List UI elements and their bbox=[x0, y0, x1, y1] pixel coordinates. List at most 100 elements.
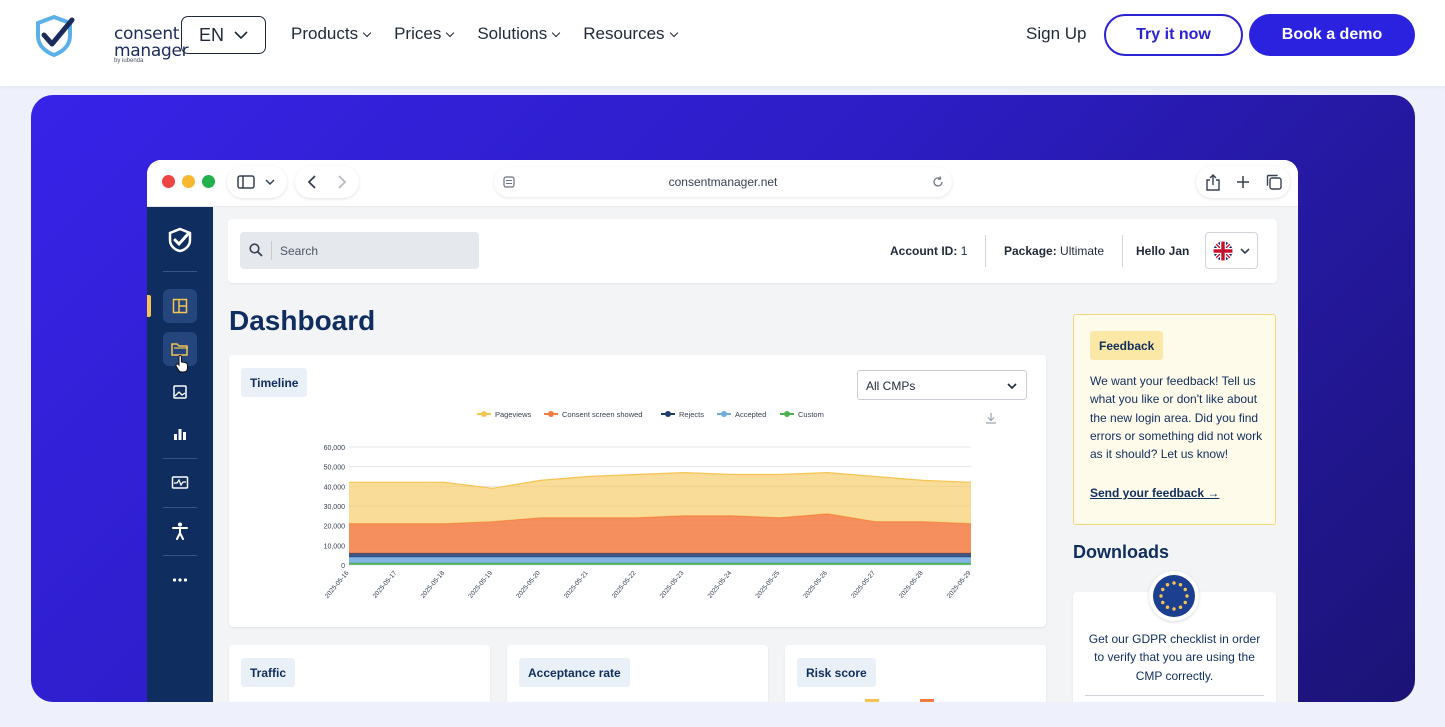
sidebar-item-media[interactable] bbox=[163, 375, 197, 409]
nav-label: Products bbox=[291, 24, 359, 43]
x-tick-label: 2025-05-23 bbox=[659, 569, 686, 599]
sidebar-item-more[interactable] bbox=[163, 563, 197, 597]
y-tick-label: 30,000 bbox=[324, 504, 346, 511]
browser-window-mockup: consentmanager.net bbox=[147, 160, 1298, 702]
search-icon bbox=[249, 243, 263, 257]
address-bar[interactable]: consentmanager.net bbox=[494, 167, 952, 197]
sidebar-item-monitoring[interactable] bbox=[163, 466, 197, 500]
try-it-now-button[interactable]: Try it now bbox=[1104, 14, 1243, 56]
consentmanager-logo[interactable]: consent manager by iubenda bbox=[32, 12, 189, 64]
hero-section: consentmanager.net bbox=[31, 95, 1415, 702]
sidebar-item-dashboard[interactable] bbox=[163, 289, 197, 323]
legend-label: Rejects bbox=[679, 410, 704, 419]
language-label: EN bbox=[198, 24, 224, 45]
y-tick-label: 10,000 bbox=[324, 543, 346, 550]
acceptance-rate-card: Acceptance rate bbox=[507, 645, 768, 702]
cmp-select[interactable]: All CMPs bbox=[857, 370, 1027, 400]
history-nav bbox=[295, 166, 359, 198]
acceptance-rate-label: Acceptance rate bbox=[519, 658, 630, 687]
timeline-card: Timeline All CMPs 0 10,000 20,000 30,000 40,… bbox=[229, 355, 1046, 627]
chevron-down-icon bbox=[234, 31, 248, 39]
feedback-label: Feedback bbox=[1090, 331, 1164, 360]
reload-icon[interactable] bbox=[932, 176, 944, 188]
eu-stars-icon bbox=[1153, 575, 1195, 617]
x-tick-label: 2025-05-20 bbox=[515, 569, 542, 599]
x-tick-label: 2025-05-25 bbox=[754, 569, 781, 599]
eu-star bbox=[1178, 583, 1183, 587]
book-demo-button[interactable]: Book a demo bbox=[1249, 14, 1415, 56]
area-accepted bbox=[349, 557, 971, 563]
sidebar-divider bbox=[163, 271, 197, 272]
forward-icon[interactable] bbox=[337, 175, 347, 189]
feedback-text: We want your feedback! Tell us what you … bbox=[1090, 374, 1263, 462]
language-switcher[interactable] bbox=[1205, 232, 1258, 269]
nav-item-products[interactable]: Products bbox=[291, 24, 372, 44]
browser-toolbar: consentmanager.net bbox=[147, 160, 1298, 207]
sidebar-item-accessibility[interactable] bbox=[163, 514, 197, 548]
share-icon[interactable] bbox=[1206, 173, 1220, 191]
sidebar-icon bbox=[237, 175, 255, 189]
topbar-divider bbox=[1122, 235, 1123, 267]
legend-dot bbox=[665, 411, 671, 417]
legend-dot bbox=[784, 411, 790, 417]
legend-dot bbox=[481, 411, 487, 417]
chevron-down-icon bbox=[446, 28, 455, 37]
back-icon[interactable] bbox=[307, 175, 317, 189]
x-tick-label: 2025-05-18 bbox=[419, 569, 446, 599]
account-id: Account ID: 1 bbox=[890, 244, 967, 258]
sidebar-toggle[interactable] bbox=[227, 166, 287, 198]
user-greeting: Hello Jan bbox=[1136, 244, 1190, 258]
more-icon bbox=[172, 578, 188, 582]
topbar-divider bbox=[985, 235, 986, 267]
eu-star bbox=[1165, 583, 1170, 587]
sidebar-divider bbox=[163, 458, 197, 459]
x-tick-label: 2025-05-16 bbox=[324, 569, 351, 599]
eu-star bbox=[1183, 600, 1187, 605]
nav-label: Prices bbox=[394, 24, 442, 43]
traffic-card: Traffic bbox=[229, 645, 490, 702]
x-tick-label: 2025-05-24 bbox=[707, 569, 734, 599]
browser-actions bbox=[1196, 166, 1290, 198]
y-tick-label: 60,000 bbox=[324, 445, 346, 452]
sidebar-item-reports[interactable] bbox=[163, 417, 197, 451]
sign-up-link[interactable]: Sign Up bbox=[1026, 24, 1087, 43]
language-selector[interactable]: EN bbox=[181, 16, 266, 54]
y-tick-label: 0 bbox=[341, 563, 345, 570]
timeline-label: Timeline bbox=[241, 368, 308, 397]
legend-label: Pageviews bbox=[495, 410, 532, 419]
logo-text-line2: manager bbox=[114, 41, 189, 61]
bar-chart-icon bbox=[174, 429, 186, 440]
accessibility-icon bbox=[172, 522, 188, 540]
dashboard-icon bbox=[172, 298, 188, 314]
logo-text-line1: consent bbox=[114, 24, 180, 44]
risk-score-label: Risk score bbox=[797, 658, 876, 687]
nav-item-resources[interactable]: Resources bbox=[583, 24, 678, 44]
tabs-overview-icon[interactable] bbox=[1266, 174, 1282, 190]
app-sidebar bbox=[147, 207, 213, 702]
nav-item-prices[interactable]: Prices bbox=[394, 24, 455, 44]
search-placeholder: Search bbox=[280, 244, 319, 258]
monitor-icon bbox=[171, 476, 189, 489]
x-tick-label: 2025-05-27 bbox=[850, 569, 877, 599]
x-tick-label: 2025-05-17 bbox=[372, 569, 399, 599]
uk-flag-icon bbox=[1213, 241, 1233, 261]
hand-cursor-icon bbox=[175, 355, 188, 373]
eu-star bbox=[1161, 587, 1165, 592]
logo-text: consent manager bbox=[114, 24, 189, 61]
eu-star bbox=[1161, 600, 1165, 605]
plus-icon[interactable] bbox=[1236, 175, 1250, 189]
download-icon[interactable] bbox=[985, 412, 997, 424]
maximize-dot bbox=[202, 175, 215, 188]
eu-star bbox=[1172, 607, 1176, 611]
x-tick-label: 2025-05-29 bbox=[946, 569, 973, 599]
account-id-label: Account ID: bbox=[890, 244, 958, 258]
card-divider bbox=[1085, 695, 1264, 696]
gdpr-checklist-text: Get our GDPR checklist in order to verif… bbox=[1088, 632, 1261, 683]
app-logo-icon[interactable] bbox=[163, 223, 197, 257]
search-input[interactable]: Search bbox=[240, 232, 479, 269]
nav-item-solutions[interactable]: Solutions bbox=[477, 24, 561, 44]
send-feedback-link[interactable]: Send your feedback → bbox=[1090, 486, 1220, 500]
traffic-label: Traffic bbox=[241, 658, 296, 687]
nav-label: Resources bbox=[583, 24, 665, 43]
chevron-down-icon bbox=[552, 28, 561, 37]
